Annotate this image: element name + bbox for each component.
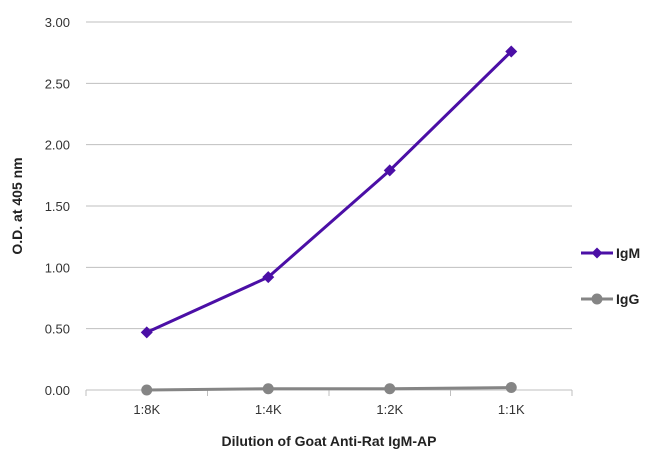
x-tick-label: 1:2K (376, 402, 403, 417)
y-tick-label: 0.50 (45, 322, 70, 337)
data-point-igg (384, 383, 396, 395)
series-layer (140, 45, 518, 396)
y-tick-label: 0.00 (45, 383, 70, 398)
x-tick-label: 1:4K (255, 402, 282, 417)
legend-item-igg: IgG (581, 291, 639, 307)
x-axis-title: Dilution of Goat Anti-Rat IgM-AP (222, 433, 437, 449)
y-axis-title: O.D. at 405 nm (9, 157, 25, 254)
data-point-igg (141, 384, 153, 396)
data-point-igm (383, 164, 396, 177)
y-axis-ticks: 0.00 0.50 1.00 1.50 2.00 2.50 3.00 (45, 15, 70, 398)
data-point-igm (140, 326, 153, 339)
legend-marker (591, 247, 603, 259)
legend-item-igm: IgM (581, 245, 640, 261)
gridlines (86, 21, 572, 330)
data-point-igg (262, 383, 274, 395)
data-point-igm (505, 45, 518, 58)
legend-label-igm: IgM (616, 245, 640, 261)
x-tick-label: 1:8K (133, 402, 160, 417)
legend: IgM IgG (581, 245, 640, 307)
legend-marker (591, 293, 603, 305)
series-line-igm (146, 50, 513, 334)
y-tick-label: 2.50 (45, 76, 70, 91)
y-tick-label: 3.00 (45, 15, 70, 30)
y-tick-label: 1.00 (45, 260, 70, 275)
series-line-igg (146, 386, 512, 392)
legend-label-igg: IgG (616, 291, 639, 307)
y-tick-label: 2.00 (45, 138, 70, 153)
x-tick-label: 1:1K (498, 402, 525, 417)
x-axis-ticks: 1:8K 1:4K 1:2K 1:1K (85, 390, 573, 417)
y-tick-label: 1.50 (45, 199, 70, 214)
data-point-igg (505, 382, 517, 394)
data-point-igm (262, 271, 275, 284)
